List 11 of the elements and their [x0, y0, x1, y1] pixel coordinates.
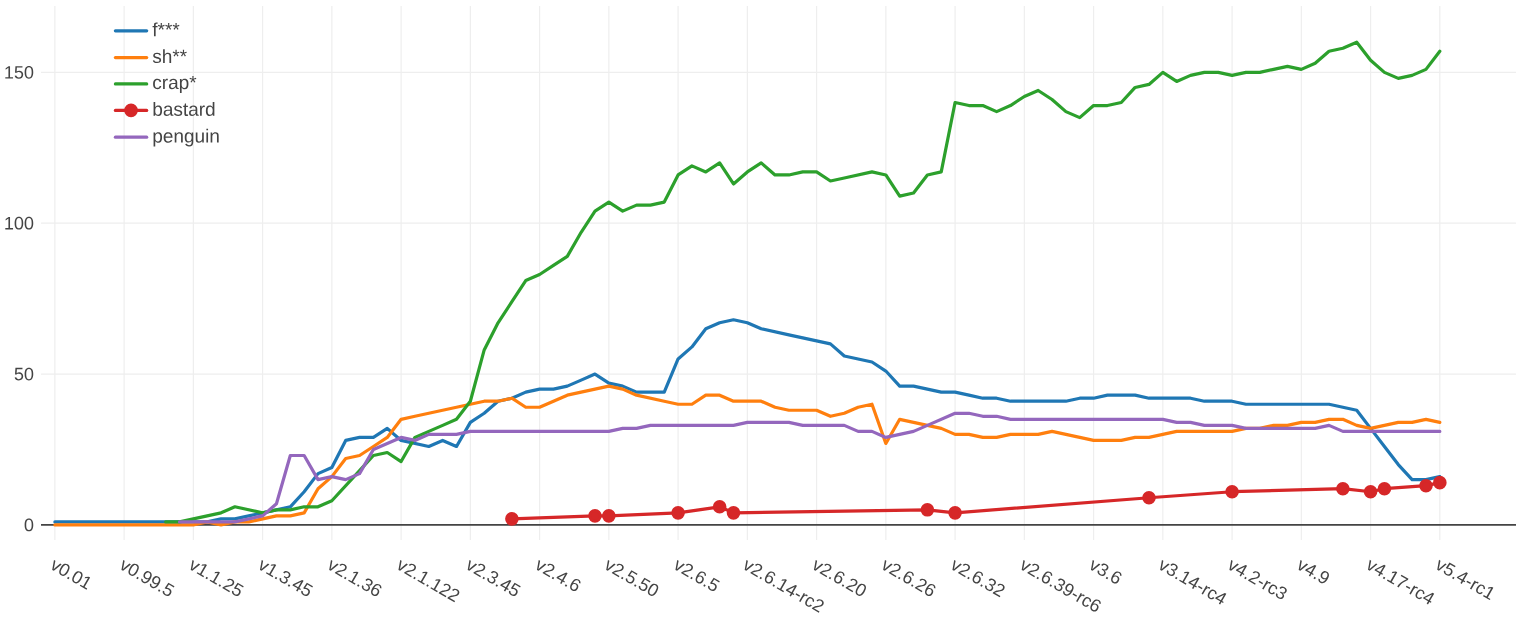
- x-tick-label: v0.01: [52, 559, 91, 590]
- y-tick-label: 50: [14, 367, 34, 381]
- legend-label: crap*: [153, 75, 197, 93]
- legend-label: f***: [152, 22, 180, 37]
- legend-label: sh**: [152, 49, 187, 64]
- legend-label: penguin: [153, 128, 219, 147]
- y-tick-label: 100: [5, 216, 34, 230]
- y-tick-label: 150: [5, 65, 34, 79]
- y-tick-label: 0: [24, 518, 34, 532]
- x-tick-label: v4.9: [1298, 559, 1329, 584]
- legend-label: bastard: [153, 101, 215, 116]
